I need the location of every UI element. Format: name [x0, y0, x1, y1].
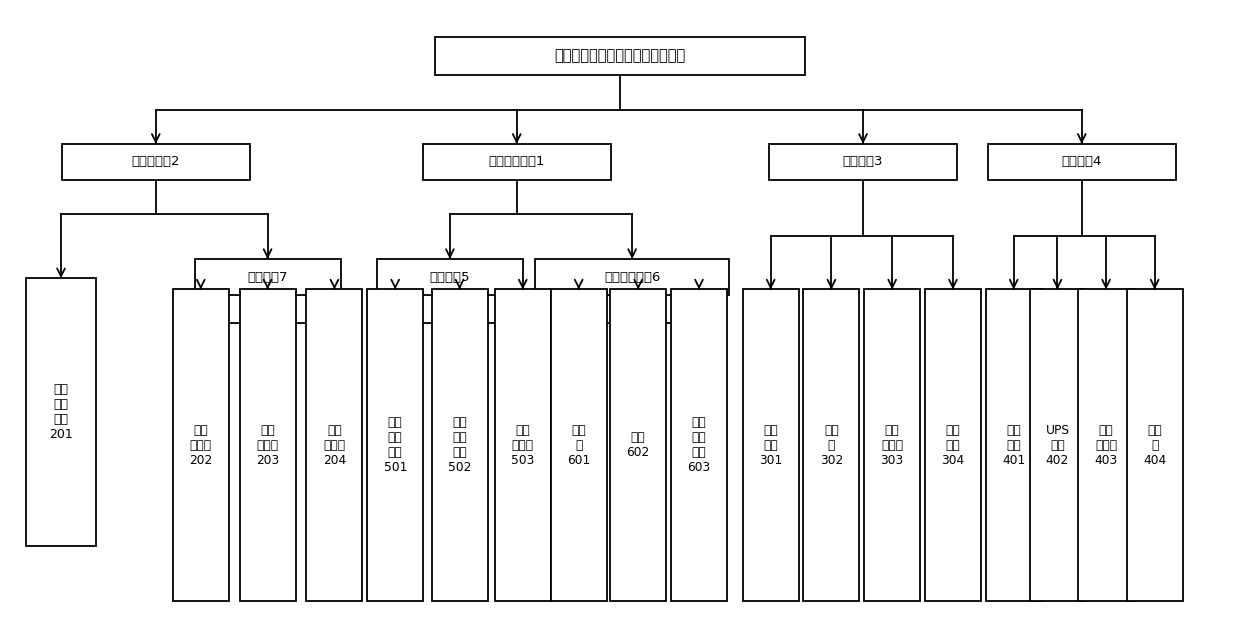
Text: 探测子系统2: 探测子系统2 — [131, 156, 180, 168]
Text: 声学
传感器
202: 声学 传感器 202 — [190, 424, 212, 467]
Text: 供电系统4: 供电系统4 — [1061, 156, 1102, 168]
Text: 通信
光缆
301: 通信 光缆 301 — [759, 424, 782, 467]
Bar — [671, 290, 727, 601]
Text: 网络化多层正交整列微震定位系统: 网络化多层正交整列微震定位系统 — [554, 49, 686, 64]
Text: 交换
机
302: 交换 机 302 — [820, 424, 843, 467]
Bar — [432, 290, 487, 601]
Bar — [987, 144, 1176, 180]
Bar — [239, 290, 295, 601]
Bar — [986, 290, 1042, 601]
Text: 探测
阵列
主机
201: 探测 阵列 主机 201 — [50, 383, 73, 441]
Bar — [62, 144, 250, 180]
Text: UPS
电源
402: UPS 电源 402 — [1045, 424, 1069, 467]
Text: 通信
模块
304: 通信 模块 304 — [941, 424, 965, 467]
Bar — [864, 290, 920, 601]
Bar — [610, 290, 666, 601]
Text: 视频监控系统6: 视频监控系统6 — [604, 271, 661, 284]
Text: 系统
显控
软件
502: 系统 显控 软件 502 — [448, 416, 471, 474]
Text: 气象
传感器
203: 气象 传感器 203 — [255, 424, 279, 467]
Bar — [195, 259, 341, 295]
Bar — [534, 259, 729, 295]
Text: 探测节点7: 探测节点7 — [247, 271, 288, 284]
Bar — [1127, 290, 1183, 601]
Bar — [367, 290, 423, 601]
Bar — [306, 290, 362, 601]
Bar — [1029, 290, 1085, 601]
Text: 震动
传感器
204: 震动 传感器 204 — [322, 424, 346, 467]
Bar — [172, 290, 228, 601]
Text: 柴油
发电机
403: 柴油 发电机 403 — [1095, 424, 1117, 467]
Bar — [377, 259, 523, 295]
Bar — [423, 144, 611, 180]
Text: 云台
602: 云台 602 — [626, 431, 650, 459]
Text: 光电
转换器
303: 光电 转换器 303 — [880, 424, 904, 467]
Text: 视频
控制
软件
603: 视频 控制 软件 603 — [687, 416, 711, 474]
Bar — [26, 278, 97, 546]
Text: 移动
放舱车
503: 移动 放舱车 503 — [511, 424, 534, 467]
Text: 主控设备5: 主控设备5 — [429, 271, 470, 284]
Bar — [495, 290, 551, 601]
Text: 定位计算中心1: 定位计算中心1 — [489, 156, 544, 168]
Bar — [925, 290, 981, 601]
Bar — [743, 290, 799, 601]
Text: 城市
电源
401: 城市 电源 401 — [1002, 424, 1025, 467]
Bar — [804, 290, 859, 601]
Bar — [435, 37, 805, 76]
Bar — [769, 144, 957, 180]
Bar — [551, 290, 606, 601]
Text: 摄像
头
601: 摄像 头 601 — [567, 424, 590, 467]
Text: 蓄电
池
404: 蓄电 池 404 — [1143, 424, 1167, 467]
Bar — [1078, 290, 1135, 601]
Text: 通信系统3: 通信系统3 — [843, 156, 883, 168]
Text: 数据
通信
模块
501: 数据 通信 模块 501 — [383, 416, 407, 474]
